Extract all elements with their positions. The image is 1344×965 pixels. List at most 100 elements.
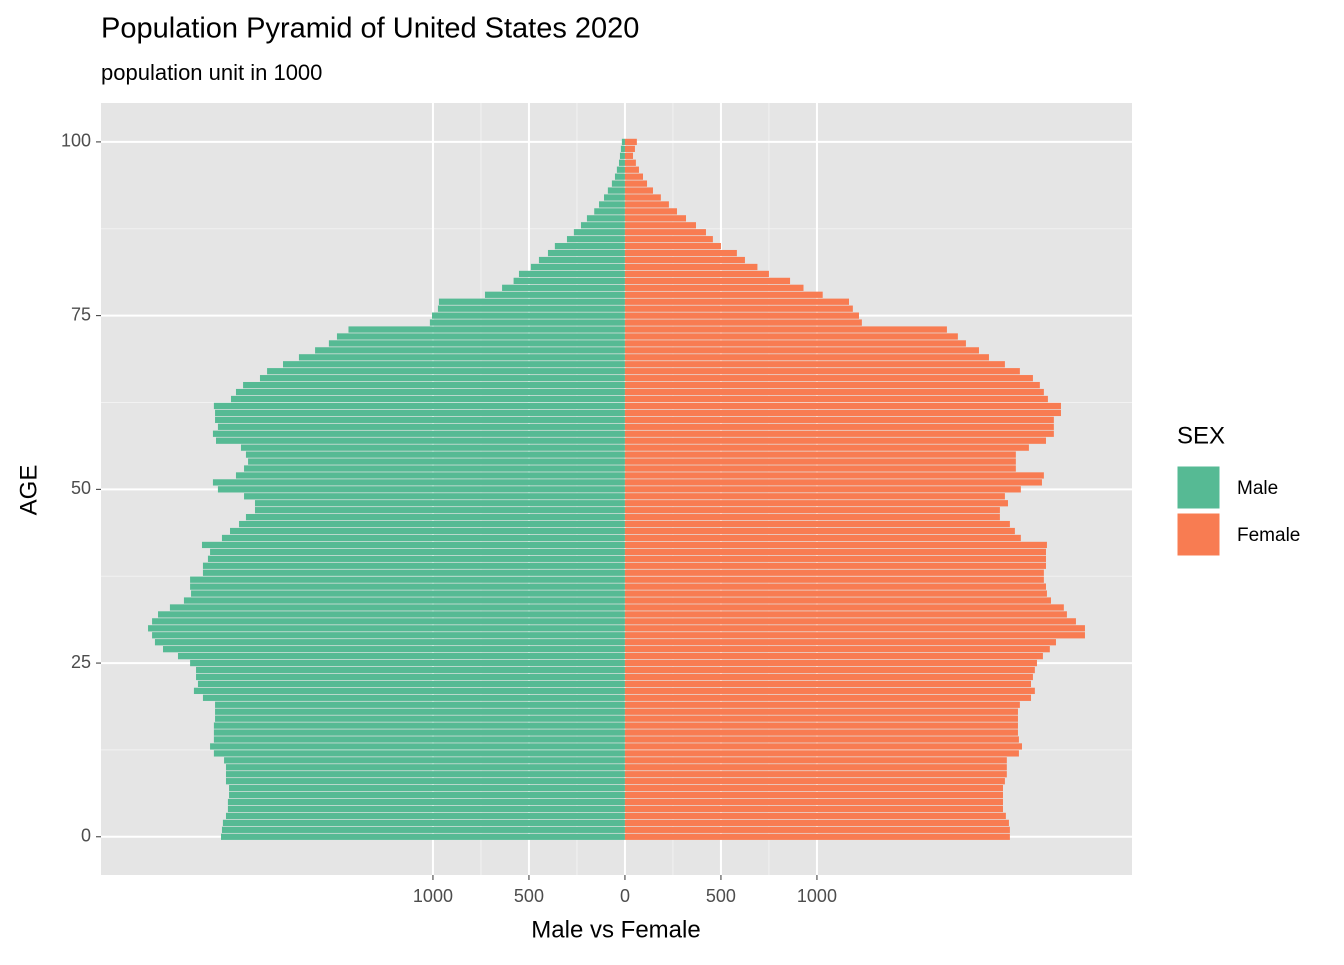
bar — [216, 437, 625, 444]
bar — [624, 312, 859, 319]
bar — [196, 666, 625, 674]
bar — [225, 778, 625, 785]
bar — [624, 208, 677, 215]
bar — [240, 444, 625, 451]
y-tick-label: 50 — [71, 478, 91, 498]
bar — [594, 208, 625, 215]
bar — [438, 298, 625, 305]
bar — [213, 750, 625, 757]
bar — [213, 736, 625, 743]
bar — [315, 347, 625, 354]
bar — [202, 569, 625, 576]
bar — [225, 771, 625, 778]
bar — [624, 277, 791, 285]
bar — [624, 326, 947, 333]
bar — [624, 319, 862, 326]
bar — [624, 618, 1076, 625]
bar — [624, 590, 1047, 597]
bar — [624, 583, 1046, 590]
bar — [152, 618, 625, 625]
bar — [267, 368, 625, 375]
bar — [190, 576, 625, 583]
bar — [616, 166, 625, 173]
bar — [624, 569, 1044, 576]
bar — [624, 430, 1054, 437]
bar — [624, 423, 1054, 430]
bar — [212, 479, 625, 486]
bar — [624, 743, 1022, 750]
bar — [624, 701, 1020, 708]
bar — [624, 722, 1018, 729]
bar — [254, 507, 625, 514]
bar — [148, 625, 625, 632]
bar — [624, 826, 1010, 833]
bar — [230, 527, 625, 535]
bar — [624, 632, 1085, 639]
bar — [222, 819, 625, 827]
bar — [554, 243, 625, 250]
bar — [348, 326, 625, 333]
bar — [624, 534, 1021, 542]
bar — [538, 256, 625, 264]
bar — [624, 222, 696, 229]
bar — [624, 798, 1003, 806]
bar — [621, 138, 625, 146]
bar — [244, 465, 625, 472]
bar — [624, 416, 1054, 423]
bar — [163, 646, 625, 653]
bar — [624, 486, 1021, 493]
bar — [624, 750, 1019, 757]
bar — [239, 520, 625, 528]
bar — [235, 472, 625, 479]
x-tick-label: 500 — [514, 886, 544, 906]
x-tick-label: 0 — [620, 886, 630, 906]
bar — [229, 791, 625, 799]
bar — [210, 743, 625, 750]
bar — [624, 472, 1044, 479]
bar — [624, 555, 1046, 562]
bar — [431, 312, 625, 319]
bar — [624, 333, 958, 340]
bar — [437, 305, 625, 312]
bar — [154, 639, 625, 646]
bar — [624, 548, 1046, 556]
bar — [213, 722, 625, 729]
bar — [599, 201, 625, 208]
bar — [201, 541, 625, 549]
bar — [624, 764, 1007, 771]
bar — [220, 833, 625, 840]
bar — [566, 236, 625, 243]
bar — [624, 527, 1015, 535]
bar — [573, 229, 625, 236]
bar — [624, 229, 706, 236]
bar — [196, 673, 625, 681]
bar — [624, 833, 1010, 840]
bar — [221, 826, 625, 833]
bar — [193, 687, 625, 694]
bar — [530, 263, 625, 271]
bar — [624, 576, 1044, 583]
bar — [215, 708, 625, 715]
bar — [624, 597, 1051, 604]
bar — [624, 646, 1050, 653]
bar — [624, 708, 1018, 715]
bar — [607, 187, 625, 194]
bar — [624, 541, 1047, 549]
bar — [624, 771, 1007, 778]
bar — [624, 201, 669, 208]
bar — [224, 757, 625, 764]
bar — [624, 187, 653, 194]
bar — [624, 159, 636, 166]
bar — [624, 354, 989, 361]
bar — [217, 423, 625, 430]
bar — [624, 305, 853, 312]
bar — [624, 694, 1032, 701]
chart-subtitle: population unit in 1000 — [101, 60, 322, 85]
y-axis-label: AGE — [15, 465, 42, 516]
bar — [624, 778, 1005, 785]
bar — [207, 555, 625, 562]
legend-title: SEX — [1177, 422, 1225, 449]
bar — [580, 222, 625, 229]
bar — [202, 562, 625, 569]
bar — [624, 236, 713, 243]
